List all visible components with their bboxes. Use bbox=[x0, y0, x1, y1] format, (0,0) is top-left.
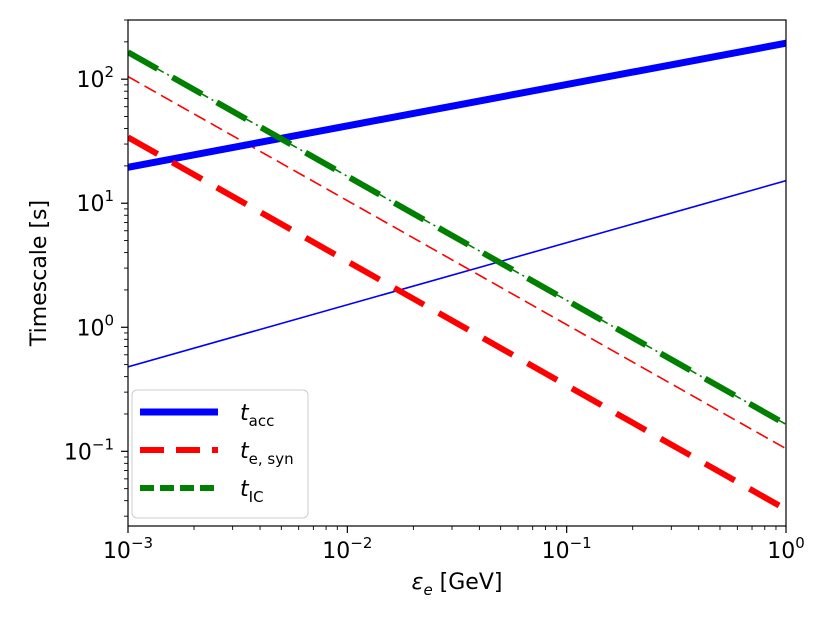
y-axis-title: Timescale [s] bbox=[27, 200, 52, 347]
series-line-t-acc-thin bbox=[128, 179, 786, 368]
x-axis: 10−3 10−2 10−1 100 bbox=[103, 526, 805, 564]
x-tick-label: 10−2 bbox=[322, 534, 372, 564]
y-tick-label: 10−1 bbox=[64, 435, 114, 465]
y-tick-label: 100 bbox=[76, 311, 114, 341]
y-tick-label: 102 bbox=[76, 63, 114, 93]
legend-label: tacc bbox=[240, 401, 274, 430]
series-line-t-ic bbox=[128, 49, 786, 427]
y-axis: 10−1 100 101 102 bbox=[64, 19, 128, 517]
x-tick-label: 100 bbox=[767, 534, 805, 564]
legend-box bbox=[131, 389, 309, 519]
legend-label: tIC bbox=[240, 477, 264, 506]
series-line-t-e-syn bbox=[128, 134, 786, 513]
x-tick-label: 10−1 bbox=[542, 534, 592, 564]
legend: tacc te, syn tIC bbox=[131, 389, 309, 519]
series-group bbox=[128, 39, 786, 513]
x-tick-label: 10−3 bbox=[103, 534, 153, 564]
x-axis-title: εe [GeV] bbox=[412, 570, 503, 599]
legend-label: te, syn bbox=[240, 439, 294, 468]
series-line-t-acc bbox=[128, 39, 786, 171]
series-line-t-e-syn-thin bbox=[128, 75, 786, 450]
y-tick-label: 101 bbox=[76, 187, 114, 217]
plot-frame bbox=[127, 19, 787, 527]
